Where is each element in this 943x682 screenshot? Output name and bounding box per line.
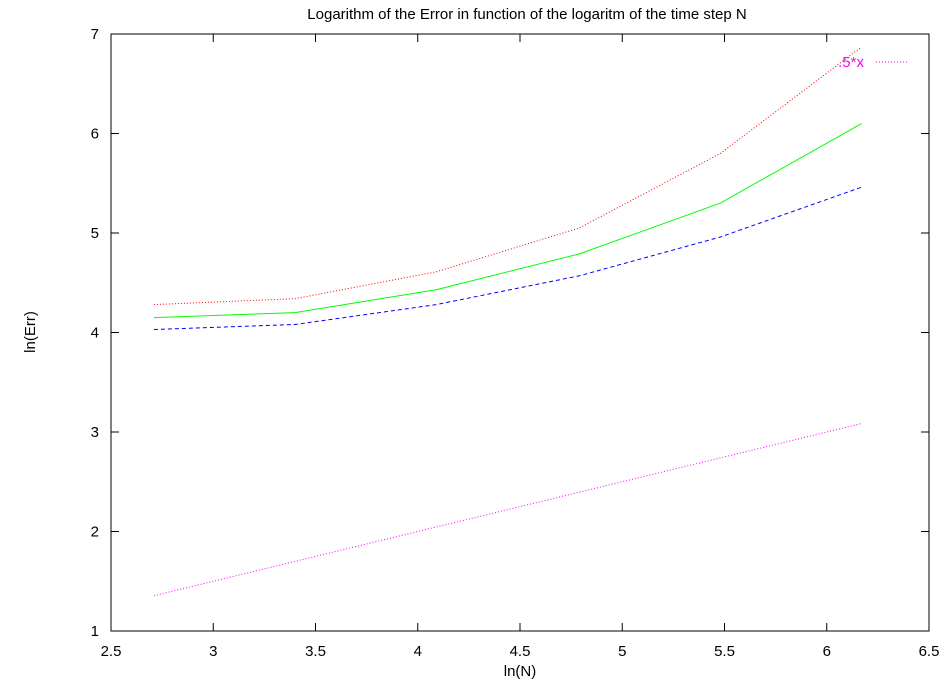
y-tick-label: 4 xyxy=(91,325,99,342)
x-tick-label: 3.5 xyxy=(305,643,326,660)
y-tick-label: 7 xyxy=(91,26,99,43)
y-tick-label: 5 xyxy=(91,225,99,242)
chart-title: Logarithm of the Error in function of th… xyxy=(307,6,746,23)
x-tick-label: 4 xyxy=(414,643,422,660)
y-tick-label: 6 xyxy=(91,126,99,143)
y-tick-label: 2 xyxy=(91,524,99,541)
y-tick-label: 1 xyxy=(91,623,99,640)
legend-label-series-4: .5*x xyxy=(838,54,864,71)
plot-frame xyxy=(110,33,930,632)
x-tick-label: 6.5 xyxy=(919,643,940,660)
y-tick-labels: 1 2 3 4 5 6 7 xyxy=(91,26,99,640)
y-tick-label: 3 xyxy=(91,424,99,441)
axis-ticks xyxy=(110,33,930,632)
x-axis-label: ln(N) xyxy=(504,663,537,680)
series-line-2 xyxy=(153,123,862,319)
x-tick-label: 2.5 xyxy=(101,643,122,660)
legend: .5*x xyxy=(838,54,908,71)
x-tick-label: 6 xyxy=(823,643,831,660)
x-tick-label: 3 xyxy=(209,643,217,660)
series-layer xyxy=(153,46,862,597)
x-tick-label: 5.5 xyxy=(714,643,735,660)
series-line-4 xyxy=(153,423,862,597)
x-tick-label: 4.5 xyxy=(510,643,531,660)
y-axis-label: ln(Err) xyxy=(22,311,39,353)
series-line-3 xyxy=(153,186,862,330)
x-tick-labels: 2.5 3 3.5 4 4.5 5 5.5 6 6.5 xyxy=(101,643,940,660)
x-tick-label: 5 xyxy=(618,643,626,660)
series-line-1 xyxy=(153,46,862,306)
